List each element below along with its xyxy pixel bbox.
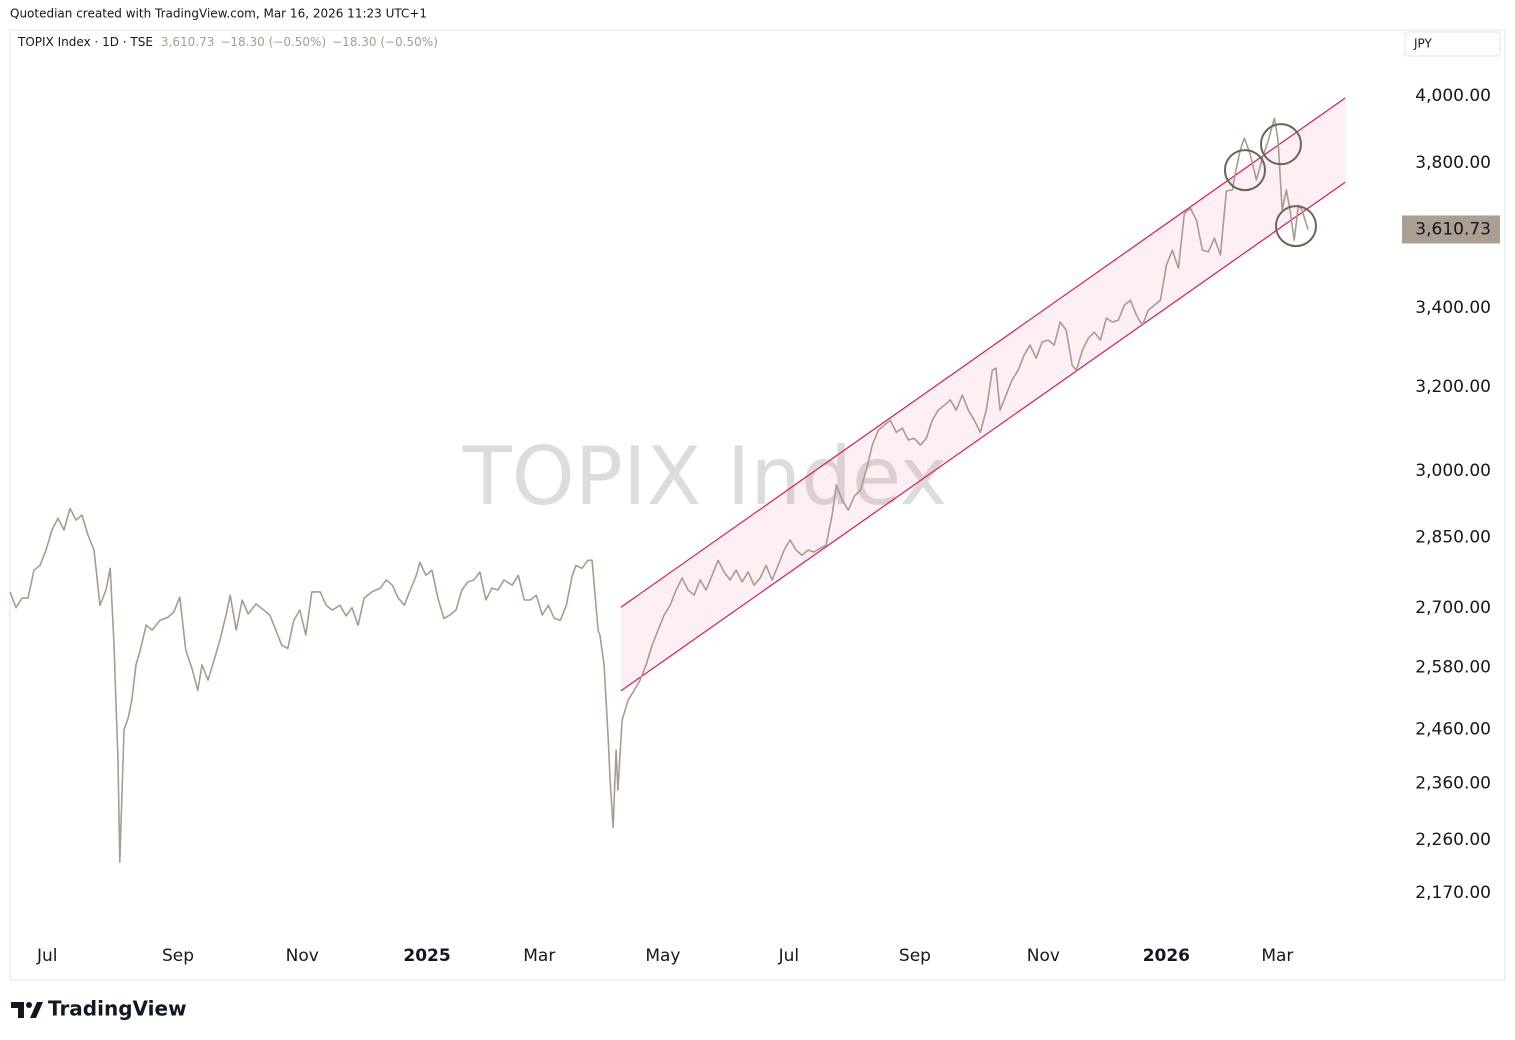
- credit: Quotedian created with TradingView.com, …: [10, 7, 427, 21]
- y-tick-label: 2,850.00: [1415, 528, 1491, 548]
- change: −18.30 (−0.50%): [220, 35, 326, 49]
- channel-line: [620, 181, 1346, 692]
- y-tick-label: 4,000.00: [1415, 86, 1491, 106]
- y-tick-label: 2,460.00: [1415, 719, 1491, 739]
- currency-box[interactable]: [1404, 31, 1501, 57]
- brand-logo: TradingView: [11, 997, 187, 1021]
- y-tick-label: 2,360.00: [1415, 774, 1491, 794]
- x-tick-label: Mar: [523, 946, 555, 966]
- x-tick-label: Sep: [162, 946, 194, 966]
- y-tick-label: 2,170.00: [1415, 883, 1491, 903]
- highlight-circle: [1259, 123, 1302, 166]
- x-tick-label: Nov: [1027, 946, 1060, 966]
- channel-fill: [620, 98, 1346, 691]
- y-tick-label: 3,000.00: [1415, 461, 1491, 481]
- price-line: [9, 117, 1309, 863]
- y-tick-label: 2,580.00: [1415, 657, 1491, 677]
- x-tick-label: Mar: [1261, 946, 1293, 966]
- y-tick-label: 2,700.00: [1415, 598, 1491, 618]
- y-tick-label: 3,200.00: [1415, 377, 1491, 397]
- logo-icon: [11, 1002, 43, 1018]
- highlight-circle: [1274, 205, 1317, 248]
- x-tick-label: Jul: [36, 946, 58, 966]
- last-price: 3,610.73: [161, 35, 214, 49]
- x-tick-label: May: [645, 946, 680, 966]
- change: −18.30 (−0.50%): [332, 35, 438, 49]
- y-tick-label: 2,260.00: [1415, 830, 1491, 850]
- brand: TradingView: [48, 997, 187, 1021]
- chart-frame: [9, 29, 1506, 981]
- y-tick-label: 3,400.00: [1415, 298, 1491, 318]
- price-box-label: 3,610.73: [1415, 219, 1491, 239]
- x-tick-label: Nov: [286, 946, 319, 966]
- x-tick-label: Jul: [778, 946, 800, 966]
- channel-line: [620, 97, 1346, 608]
- price-box: [1402, 215, 1500, 244]
- currency[interactable]: JPY: [1413, 37, 1433, 51]
- y-tick-label: 3,800.00: [1415, 153, 1491, 173]
- plot-area: 4,000.00 3,800.00 3,400.00 3,200.00 3,000.00…: [9, 86, 1500, 966]
- symbol: TOPIX Index · 1D · TSE: [17, 35, 153, 49]
- x-tick-label: Sep: [899, 946, 931, 966]
- highlight-circle: [1223, 149, 1266, 192]
- logo-dot: [26, 1002, 32, 1008]
- watermark: TOPIX Index: [462, 430, 947, 523]
- chart-legend: TOPIX Index · 1D · TSE 3,610.73 −18.30 (−0…: [17, 35, 438, 49]
- x-tick-label: 2025: [403, 946, 450, 966]
- x-tick-label: 2026: [1143, 946, 1190, 966]
